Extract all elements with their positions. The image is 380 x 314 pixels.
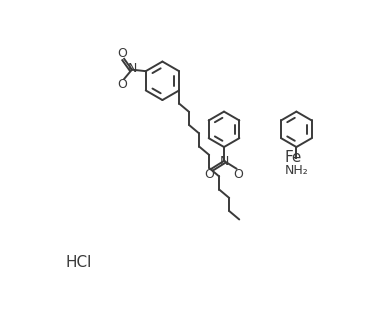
Text: N: N (219, 155, 229, 168)
Text: N: N (128, 62, 137, 75)
Text: HCl: HCl (65, 255, 92, 270)
Text: Fe: Fe (285, 150, 302, 165)
Text: O: O (118, 78, 128, 91)
Text: O: O (204, 168, 214, 181)
Text: O: O (118, 47, 128, 60)
Text: O: O (234, 168, 244, 181)
Text: NH₂: NH₂ (285, 164, 308, 177)
